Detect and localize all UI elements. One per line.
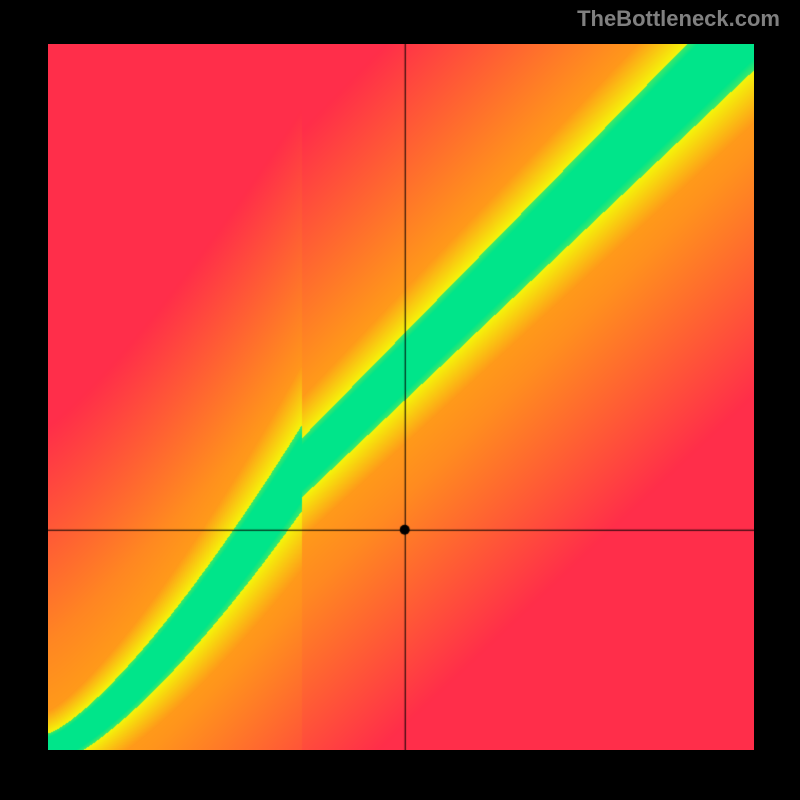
watermark-text: TheBottleneck.com — [577, 6, 780, 32]
plot-area — [48, 44, 754, 750]
heatmap-canvas — [48, 44, 754, 750]
chart-container: TheBottleneck.com — [0, 0, 800, 800]
